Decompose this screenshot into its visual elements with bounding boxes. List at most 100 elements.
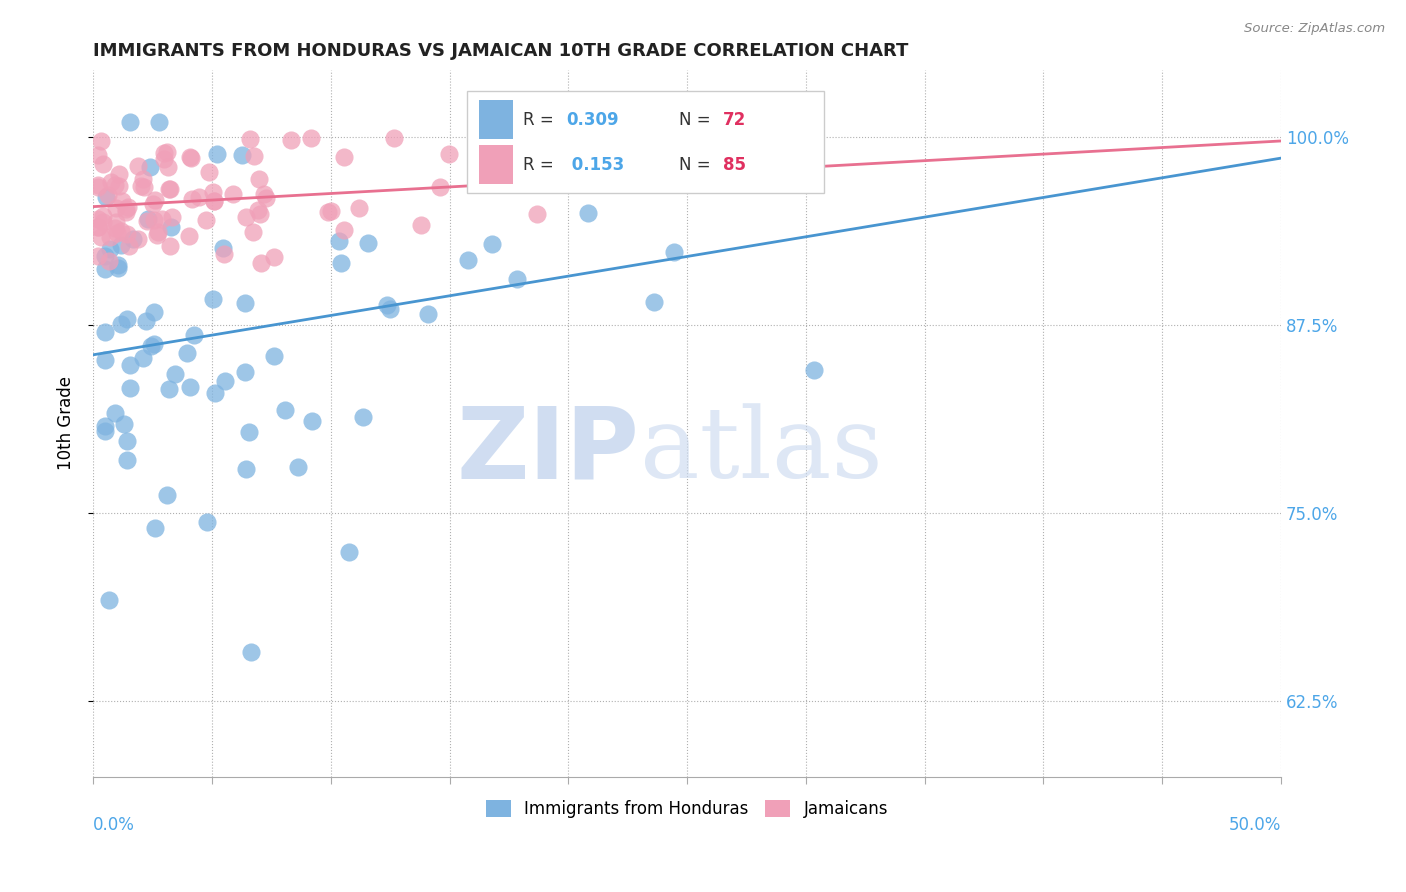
Point: [160, 219, 183, 234]
Point: [195, 515, 218, 529]
Text: 0.309: 0.309: [567, 111, 619, 128]
Point: [107, 258, 129, 272]
Point: [212, 247, 235, 261]
Point: [90, 229, 112, 244]
Point: [242, 225, 264, 239]
Point: [176, 345, 198, 359]
Point: [132, 179, 155, 194]
Point: [457, 253, 479, 268]
Point: [238, 425, 260, 439]
Point: [115, 205, 138, 219]
Point: [249, 256, 271, 270]
Point: [97, 188, 120, 202]
Point: [94, 424, 117, 438]
Point: [205, 147, 228, 161]
Point: [179, 150, 201, 164]
Point: [104, 202, 127, 216]
Point: [380, 301, 402, 316]
Point: [104, 221, 127, 235]
Bar: [479, 145, 513, 184]
Text: 50.0%: 50.0%: [1229, 815, 1281, 833]
Point: [287, 460, 309, 475]
Point: [98, 242, 121, 256]
Point: [100, 175, 122, 189]
Point: [328, 234, 350, 248]
Text: Source: ZipAtlas.com: Source: ZipAtlas.com: [1244, 22, 1385, 36]
Point: [321, 203, 343, 218]
Point: [97, 593, 120, 607]
Point: [87, 180, 110, 194]
Point: [301, 414, 323, 428]
Point: [411, 218, 433, 232]
Point: [157, 182, 180, 196]
Point: [117, 200, 139, 214]
Point: [110, 224, 132, 238]
Point: [576, 206, 599, 220]
Point: [439, 147, 461, 161]
Point: [239, 132, 262, 146]
Y-axis label: 10th Grade: 10th Grade: [58, 376, 75, 470]
Point: [157, 160, 180, 174]
FancyBboxPatch shape: [467, 91, 824, 194]
Point: [247, 172, 270, 186]
Point: [105, 226, 128, 240]
Point: [98, 230, 121, 244]
Point: [548, 115, 571, 129]
Point: [107, 178, 129, 193]
Point: [110, 317, 132, 331]
Point: [91, 209, 114, 223]
Point: [94, 249, 117, 263]
Point: [91, 215, 114, 229]
Text: N =: N =: [679, 156, 716, 174]
Point: [87, 212, 110, 227]
Point: [146, 227, 169, 242]
Text: 72: 72: [723, 111, 747, 128]
Point: [159, 239, 181, 253]
Point: [349, 201, 371, 215]
Point: [87, 147, 110, 161]
Point: [582, 131, 605, 145]
Point: [235, 210, 257, 224]
Point: [115, 227, 138, 241]
Point: [107, 167, 129, 181]
Point: [143, 193, 166, 207]
Point: [183, 328, 205, 343]
Legend: Immigrants from Honduras, Jamaicans: Immigrants from Honduras, Jamaicans: [479, 793, 894, 825]
Point: [148, 115, 170, 129]
Point: [231, 148, 253, 162]
Point: [104, 214, 127, 228]
Point: [136, 211, 159, 226]
Point: [129, 178, 152, 193]
Point: [91, 157, 114, 171]
Text: ZIP: ZIP: [457, 403, 640, 500]
Point: [153, 146, 176, 161]
Point: [90, 134, 112, 148]
Point: [416, 307, 439, 321]
Point: [188, 189, 211, 203]
Point: [120, 115, 142, 129]
Point: [201, 186, 224, 200]
Point: [194, 212, 217, 227]
Text: R =: R =: [523, 156, 560, 174]
Point: [274, 403, 297, 417]
Point: [104, 178, 127, 193]
Point: [122, 232, 145, 246]
Point: [243, 149, 266, 163]
Point: [202, 194, 225, 208]
Point: [146, 225, 169, 239]
Point: [233, 296, 256, 310]
Point: [352, 410, 374, 425]
Point: [142, 305, 165, 319]
Bar: [479, 100, 513, 139]
Point: [357, 235, 380, 250]
Point: [142, 197, 165, 211]
Point: [132, 171, 155, 186]
Point: [153, 152, 176, 166]
Point: [112, 417, 135, 432]
Point: [155, 488, 177, 502]
Point: [159, 182, 181, 196]
Point: [94, 325, 117, 339]
Point: [333, 150, 356, 164]
Point: [263, 349, 285, 363]
Point: [330, 255, 353, 269]
